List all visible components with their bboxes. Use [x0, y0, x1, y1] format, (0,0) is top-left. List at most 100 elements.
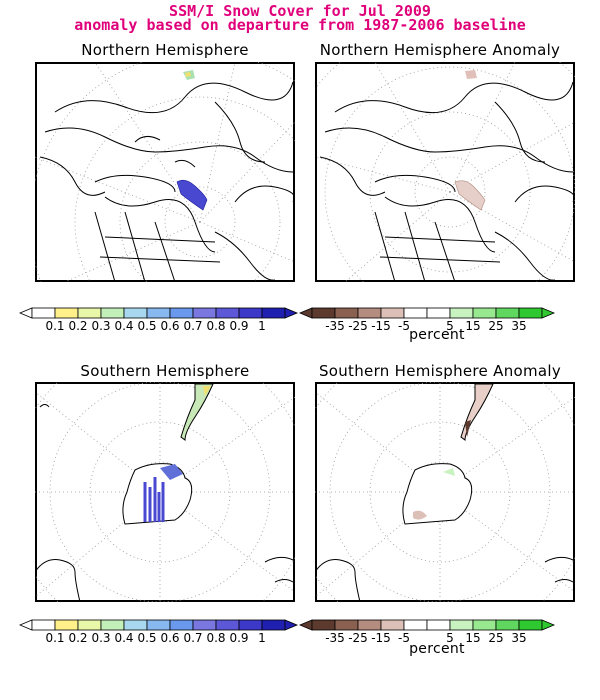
- colorbar-swatch: [380, 307, 405, 319]
- colorbar-arrow-right: [284, 307, 299, 319]
- colorbar-swatch: [169, 619, 194, 631]
- colorbar-swatch: [426, 619, 451, 631]
- colorbar-swatch: [238, 619, 263, 631]
- colorbar-tick-label: 0.5: [137, 631, 156, 645]
- colorbar-swatch: [472, 619, 497, 631]
- colorbar-arrow-left: [298, 307, 313, 319]
- colorbar-tick-label: 0.8: [206, 319, 225, 333]
- colorbar-tick-label: 15: [465, 631, 480, 645]
- colorbar-arrow-left: [298, 619, 313, 631]
- colorbar-swatch: [495, 619, 520, 631]
- colorbar-nh: 0.1 0.2 0.3 0.4 0.5 0.6 0.7 0.8 0.9 1: [18, 307, 300, 344]
- colorbar-tick-label: 0.3: [91, 319, 110, 333]
- colorbar-swatch: [311, 307, 336, 319]
- map-nh-anomaly: [315, 62, 575, 282]
- colorbar-tick-label: 5: [446, 319, 454, 333]
- colorbar-swatch: [169, 307, 194, 319]
- colorbar-tick-label: -15: [371, 319, 391, 333]
- colorbar-tick-label: 0.4: [114, 631, 133, 645]
- colorbar-nh-anomaly: -35 -25 -15 -5 5 15 25 35: [298, 307, 585, 344]
- colorbar-swatch: [311, 619, 336, 631]
- colorbar-tick-label: 0.2: [68, 631, 87, 645]
- colorbar-swatch: [123, 619, 148, 631]
- colorbar-arrow-right: [284, 619, 299, 631]
- colorbar-tick-label: 25: [488, 319, 503, 333]
- panel-title-nh-anomaly: Northern Hemisphere Anomaly: [319, 41, 561, 59]
- colorbar-tick-label: -35: [325, 319, 345, 333]
- colorbar-swatch: [31, 307, 56, 319]
- colorbar-swatch: [261, 619, 286, 631]
- colorbar-sh: 0.1 0.2 0.3 0.4 0.5 0.6 0.7 0.8 0.9 1: [18, 619, 300, 656]
- colorbar-tick-label: 0.4: [114, 319, 133, 333]
- colorbar-swatch: [403, 307, 428, 319]
- colorbar-swatch: [380, 619, 405, 631]
- colorbar-swatch: [334, 619, 359, 631]
- colorbar-tick-label: 1: [258, 631, 266, 645]
- colorbar-swatch: [426, 307, 451, 319]
- colorbar-tick-label: 0.2: [68, 319, 87, 333]
- colorbar-swatch: [215, 307, 240, 319]
- colorbar-swatch: [123, 307, 148, 319]
- colorbar-swatch: [357, 619, 382, 631]
- panel-title-nh: Northern Hemisphere: [81, 41, 249, 59]
- colorbar-swatch: [54, 307, 79, 319]
- chart-title: SSM/I Snow Cover for Jul 2009: [169, 2, 431, 20]
- map-sh: [35, 382, 295, 602]
- colorbar-swatch: [215, 619, 240, 631]
- colorbar-sh-anomaly: -35 -25 -15 -5 5 15 25 35: [298, 619, 585, 656]
- colorbar-tick-label: 0.6: [160, 319, 179, 333]
- colorbar-tick-label: 25: [488, 631, 503, 645]
- colorbar-tick-label: -5: [398, 319, 410, 333]
- colorbar-tick-label: -25: [348, 319, 368, 333]
- colorbar-tick-label: 0.6: [160, 631, 179, 645]
- map-sh-anomaly: [315, 382, 575, 602]
- colorbar-tick-label: 0.8: [206, 631, 225, 645]
- colorbar-swatch: [472, 307, 497, 319]
- colorbar-swatch: [261, 307, 286, 319]
- colorbar-swatch: [146, 307, 171, 319]
- colorbar-swatch: [518, 307, 543, 319]
- colorbar-tick-label: -5: [398, 631, 410, 645]
- colorbar-swatch: [518, 619, 543, 631]
- panel-title-sh-anomaly: Southern Hemisphere Anomaly: [318, 362, 562, 380]
- colorbar-swatch: [77, 619, 102, 631]
- colorbar-tick-label: 35: [511, 631, 526, 645]
- colorbar-unit-label-nh: percent: [409, 327, 465, 343]
- colorbar-swatch: [100, 307, 125, 319]
- colorbar-swatch: [403, 619, 428, 631]
- colorbar-swatch: [77, 307, 102, 319]
- colorbar-swatch: [192, 619, 217, 631]
- colorbar-swatch: [192, 307, 217, 319]
- colorbar-tick-label: 0.7: [183, 319, 202, 333]
- colorbar-tick-label: -25: [348, 631, 368, 645]
- colorbar-tick-label: 5: [446, 631, 454, 645]
- colorbar-tick-label: 0.5: [137, 319, 156, 333]
- colorbar-tick-label: 15: [465, 319, 480, 333]
- colorbar-arrow-right: [541, 619, 556, 631]
- colorbar-tick-label: 0.1: [45, 319, 64, 333]
- colorbar-tick-label: -35: [325, 631, 345, 645]
- colorbar-arrow-left: [18, 619, 33, 631]
- colorbar-swatch: [449, 619, 474, 631]
- colorbar-tick-label: 0.1: [45, 631, 64, 645]
- colorbar-swatch: [449, 307, 474, 319]
- colorbar-swatch: [31, 619, 56, 631]
- colorbar-tick-label: 0.9: [229, 631, 248, 645]
- colorbar-tick-label: 0.3: [91, 631, 110, 645]
- colorbar-swatch: [54, 619, 79, 631]
- chart-subtitle: anomaly based on departure from 1987-200…: [74, 16, 526, 34]
- colorbar-swatch: [334, 307, 359, 319]
- colorbar-unit-label-sh: percent: [409, 641, 465, 657]
- colorbar-tick-label: -15: [371, 631, 391, 645]
- colorbar-arrow-left: [18, 307, 33, 319]
- map-nh: [35, 62, 295, 282]
- colorbar-tick-label: 1: [258, 319, 266, 333]
- colorbar-tick-label: 0.9: [229, 319, 248, 333]
- colorbar-swatch: [357, 307, 382, 319]
- colorbar-swatch: [238, 307, 263, 319]
- colorbar-tick-label: 0.7: [183, 631, 202, 645]
- colorbar-tick-label: 35: [511, 319, 526, 333]
- colorbar-swatch: [100, 619, 125, 631]
- panel-title-sh: Southern Hemisphere: [80, 362, 250, 380]
- colorbar-arrow-right: [541, 307, 556, 319]
